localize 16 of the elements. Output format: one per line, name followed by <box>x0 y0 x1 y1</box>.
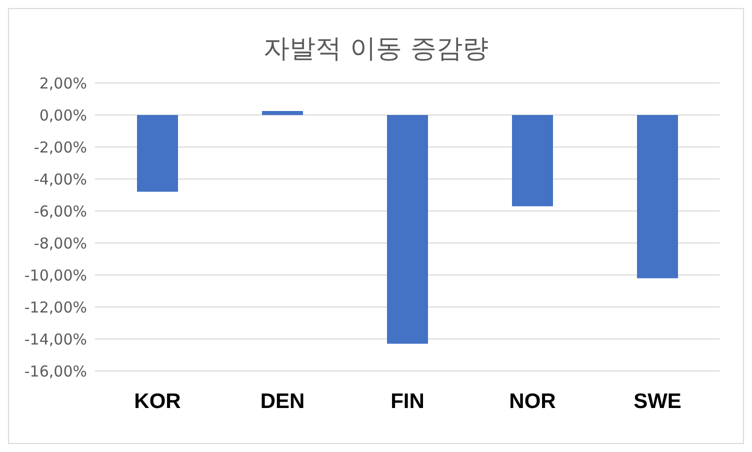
chart-title: 자발적 이동 증감량 <box>262 33 490 66</box>
x-tick-label: FIN <box>390 390 424 413</box>
y-tick-label: 0,00% <box>39 106 87 124</box>
y-tick-label: -14,00% <box>24 330 87 348</box>
y-tick-label: -4,00% <box>34 170 87 188</box>
y-tick-label: -2,00% <box>34 138 87 156</box>
x-tick-label: DEN <box>260 390 305 413</box>
x-tick-label: NOR <box>509 390 556 413</box>
y-tick-label: -8,00% <box>34 234 87 252</box>
y-tick-label: -12,00% <box>24 298 87 316</box>
x-tick-label: KOR <box>134 390 181 413</box>
y-tick-label: 2,00% <box>39 74 87 92</box>
y-tick-label: -16,00% <box>24 362 87 380</box>
x-tick-label: SWE <box>634 390 682 413</box>
y-tick-label: -6,00% <box>34 202 87 220</box>
y-tick-label: -10,00% <box>24 266 87 284</box>
